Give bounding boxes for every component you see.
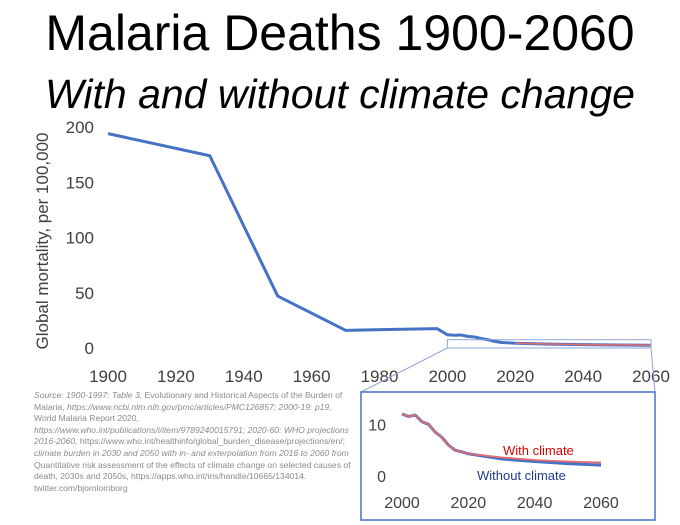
x-tick-label: 1920	[157, 367, 195, 386]
chart-title: Malaria Deaths 1900-2060	[45, 5, 635, 61]
source-part: Source: 1900-1997: Table 3,	[34, 390, 145, 400]
x-tick-label: 1960	[293, 367, 331, 386]
source-part: Evolutionary and Historical Aspects of t…	[34, 390, 343, 412]
x-tick-label: 2000	[428, 367, 466, 386]
y-tick-label: 0	[85, 339, 94, 358]
x-tick-label: 2060	[632, 367, 670, 386]
source-part: twitter.com/bjornlomborg	[34, 482, 128, 493]
source-part: World Malaria Report 2020,	[34, 413, 139, 424]
zoom-connector-left	[360, 347, 448, 393]
y-tick-label: 50	[75, 284, 94, 303]
chart-subtitle: With and without climate change	[45, 71, 635, 117]
zoom-connector-right	[650, 347, 656, 393]
x-tick-label: 2020	[496, 367, 534, 386]
y-tick-label: 150	[66, 173, 94, 192]
source-part: climate burden in 2030 and 2050 with in-…	[34, 447, 349, 458]
y-tick-label: 100	[66, 229, 94, 248]
source-part: Quantitative risk assessment of the effe…	[34, 459, 351, 482]
x-tick-label: 1980	[361, 367, 399, 386]
x-tick-label: 1940	[225, 367, 263, 386]
source-part: https://www.who.int/publications/i/item/…	[34, 424, 349, 447]
x-tick-label: 2040	[564, 367, 602, 386]
mortality-line	[107, 132, 652, 347]
source-part: https://www.ncbi.nlm.nih.gov/pmc/article…	[66, 401, 332, 412]
y-tick-label: 200	[66, 118, 94, 137]
zoom-region-box	[446, 339, 652, 349]
source-part: https://www.who.int/healthinfo/global_bu…	[79, 436, 346, 447]
source-note: Source: 1900-1997: Table 3, Evolutionary…	[34, 390, 352, 494]
with-climate-line-main	[515, 342, 652, 346]
y-axis-label: Global mortality, per 100,000	[33, 132, 52, 349]
x-tick-label: 1900	[89, 367, 127, 386]
